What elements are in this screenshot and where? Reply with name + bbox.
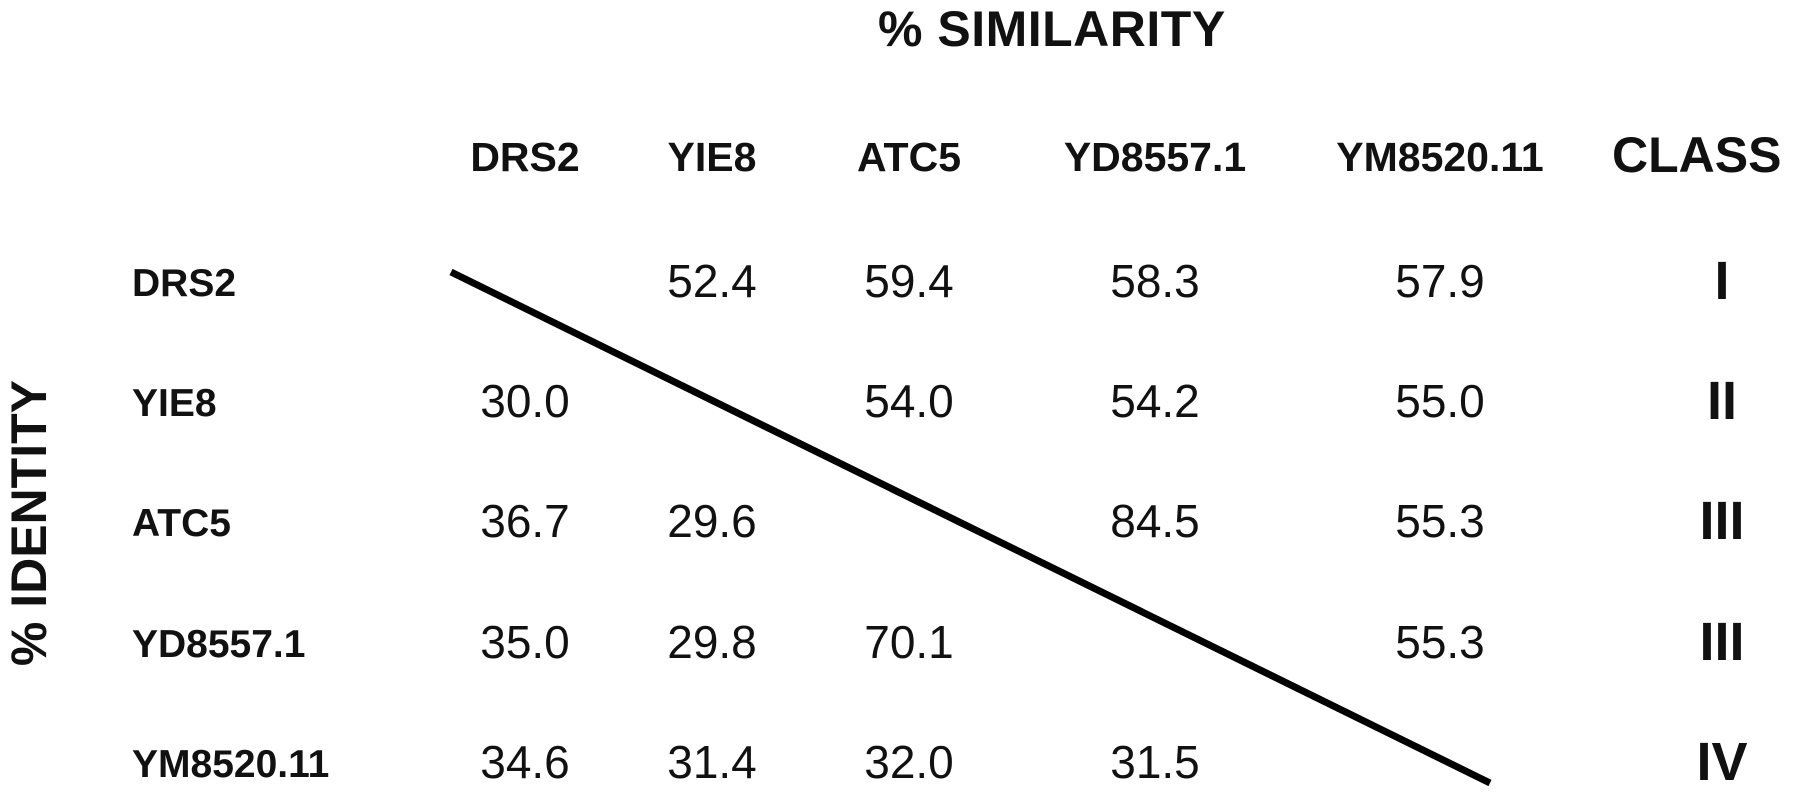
column-header: ATC5 xyxy=(856,134,962,180)
table-cell: 58.3 xyxy=(1110,255,1200,307)
table-cell: 59.4 xyxy=(864,255,954,307)
class-value: III xyxy=(1699,491,1745,551)
class-value: II xyxy=(1706,371,1737,431)
table-cell: 29.6 xyxy=(667,495,757,547)
row-header: DRS2 xyxy=(132,262,237,305)
table-cell: 52.4 xyxy=(667,255,757,307)
column-header: YIE8 xyxy=(667,134,757,180)
table-cell: 31.5 xyxy=(1110,736,1200,788)
table-cell: 31.4 xyxy=(667,736,757,788)
table-cell: 34.6 xyxy=(480,736,570,788)
table-cell: 55.0 xyxy=(1395,375,1485,427)
table-cell: 35.0 xyxy=(480,616,570,668)
row-header: YM8520.11 xyxy=(132,743,330,786)
table-cell: 57.9 xyxy=(1395,255,1485,307)
table-cell: 29.8 xyxy=(667,616,757,668)
table-cell: 55.3 xyxy=(1395,616,1485,668)
table-cell: 36.7 xyxy=(480,495,570,547)
class-header: CLASS xyxy=(1612,127,1782,183)
class-value: III xyxy=(1699,612,1745,672)
row-header: YD8557.1 xyxy=(132,623,306,666)
similarity-title: % SIMILARITY xyxy=(878,1,1226,57)
diagonal-separator xyxy=(449,268,1492,787)
row-header: ATC5 xyxy=(132,502,231,545)
table-cell: 54.0 xyxy=(864,375,954,427)
table-cell: 55.3 xyxy=(1395,495,1485,547)
column-header: DRS2 xyxy=(470,134,580,180)
column-header: YM8520.11 xyxy=(1336,134,1544,180)
column-header: YD8557.1 xyxy=(1063,134,1247,180)
table-cell: 32.0 xyxy=(864,736,954,788)
row-header: YIE8 xyxy=(132,382,217,425)
table-cell: 70.1 xyxy=(864,616,954,668)
table-cell: 54.2 xyxy=(1110,375,1200,427)
class-value: IV xyxy=(1696,732,1748,792)
table-cell: 84.5 xyxy=(1110,495,1200,547)
table-cell: 30.0 xyxy=(480,375,570,427)
class-value: I xyxy=(1714,251,1730,311)
